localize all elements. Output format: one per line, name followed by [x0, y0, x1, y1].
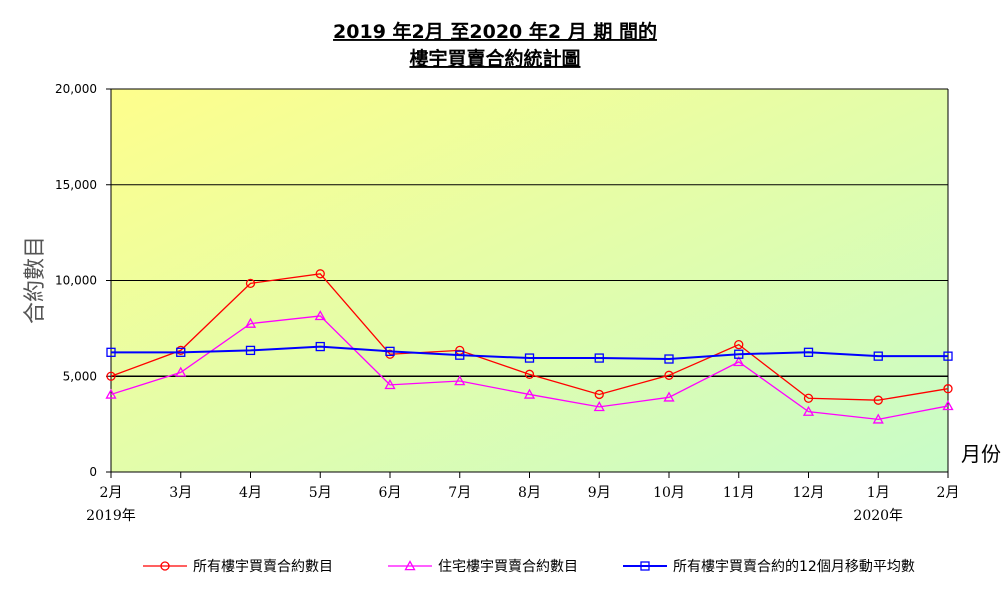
y-axis-ticks: 0 5,000 10,000 15,000 20,000	[55, 82, 111, 479]
x-tick-label-5: 7月	[448, 485, 471, 501]
series-0-point-10	[803, 393, 814, 403]
legend-marker-0	[160, 561, 170, 571]
series-0-point-12	[943, 384, 953, 394]
series-2-point-12	[943, 351, 953, 361]
x-axis-label: 月份	[961, 442, 1001, 466]
series-2-point-5	[455, 350, 465, 360]
series-1-point-9	[733, 356, 745, 367]
x-tick-label-2: 4月	[239, 485, 262, 501]
legend-label-0: 所有樓宇買賣合約數目	[193, 559, 333, 575]
legend: 所有樓宇買賣合約數目 住宅樓宇買賣合約數目 所有樓宇買賣合約的12個月移動平均數	[143, 559, 915, 575]
series-2	[106, 341, 953, 364]
series-2-point-2	[245, 345, 256, 356]
legend-item-2: 所有樓宇買賣合約的12個月移動平均數	[623, 559, 915, 575]
x-tick-label-3: 5月	[309, 485, 332, 501]
series-line-1	[110, 315, 949, 420]
series-line-0	[110, 273, 949, 401]
series-1-point-4	[384, 379, 396, 390]
legend-label-2: 所有樓宇買賣合約的12個月移動平均數	[673, 559, 915, 575]
x-tick-label-0: 2月	[100, 485, 123, 501]
series-2-point-1	[176, 347, 186, 357]
x-axis-ticks: 2月 3月 4月 5月 6月 7月 8月 9月 10月 11月 12月 1月 2月 2019年 2020年	[86, 472, 959, 524]
y-tick-label-4: 20,000	[55, 82, 97, 96]
series-2-point-7	[594, 353, 604, 363]
series-0-point-11	[873, 395, 883, 405]
x-tick-label-4: 6月	[379, 485, 402, 501]
series-0-point-3	[315, 269, 325, 279]
x-year-label-0: 2019年	[86, 508, 136, 524]
y-tick-label-0: 0	[89, 465, 97, 479]
x-tick-label-6: 8月	[518, 485, 541, 501]
y-tick-label-3: 15,000	[55, 178, 97, 192]
legend-label-1: 住宅樓宇買賣合約數目	[438, 559, 578, 575]
legend-marker-2	[640, 561, 650, 571]
series-0-point-0	[106, 371, 116, 381]
series-1-point-3	[314, 310, 326, 321]
chart-title-line1: 2019 年2月 至2020 年2 月 期 間的	[333, 20, 657, 43]
y-tick-label-1: 5,000	[63, 369, 97, 383]
y-axis-label: 合約數目	[23, 236, 48, 324]
series-1-point-6	[523, 388, 536, 399]
x-tick-label-7: 9月	[588, 485, 611, 501]
series-1-point-0	[105, 388, 117, 399]
series-2-point-0	[106, 347, 116, 357]
series-2-point-4	[385, 346, 395, 357]
series-1-point-5	[454, 375, 466, 386]
series-1-point-10	[802, 405, 815, 416]
series-0-point-2	[245, 278, 256, 289]
series-2-point-10	[803, 347, 814, 357]
x-tick-label-10: 12月	[793, 485, 825, 501]
series-0-point-7	[594, 389, 604, 400]
y-tick-label-2: 10,000	[55, 274, 97, 288]
series-1-point-12	[942, 400, 954, 411]
series-2-point-6	[524, 353, 535, 363]
series-2-point-3	[315, 341, 325, 352]
x-year-label-1: 2020年	[853, 508, 903, 524]
series-group	[105, 269, 954, 424]
x-tick-label-12: 2月	[937, 485, 960, 501]
series-line-2	[111, 345, 948, 361]
series-2-point-8	[664, 354, 674, 364]
series-1-point-7	[593, 401, 605, 412]
series-1-point-11	[872, 413, 884, 424]
series-2-point-9	[734, 349, 744, 359]
series-0-point-9	[734, 340, 744, 350]
series-0-point-8	[664, 370, 674, 380]
series-1-point-8	[663, 391, 675, 402]
legend-item-0: 所有樓宇買賣合約數目	[143, 559, 333, 575]
x-tick-label-1: 3月	[169, 485, 192, 501]
x-tick-label-8: 10月	[653, 485, 685, 501]
x-tick-label-11: 1月	[867, 485, 890, 501]
legend-item-1: 住宅樓宇買賣合約數目	[388, 559, 578, 575]
series-1	[105, 310, 954, 424]
chart-title-line2: 樓宇買賣合約統計圖	[409, 47, 580, 70]
series-2-point-11	[873, 351, 883, 361]
series-1-point-2	[244, 317, 257, 328]
x-tick-label-9: 11月	[723, 485, 755, 501]
series-0-point-6	[524, 369, 535, 379]
legend-marker-1	[404, 560, 416, 571]
series-1-point-1	[175, 366, 187, 377]
